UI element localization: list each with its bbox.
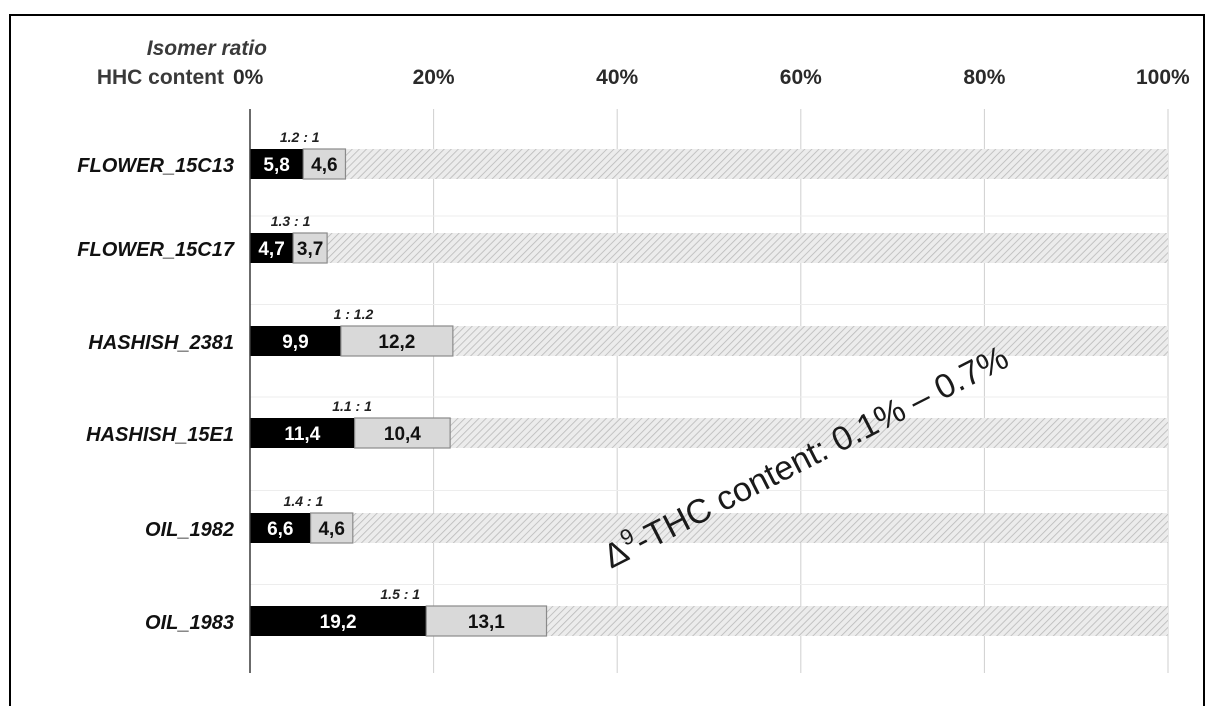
- category-label: OIL_1983: [145, 612, 234, 634]
- category-label: FLOWER_15C13: [77, 155, 234, 177]
- bar-series-2: [292, 232, 328, 264]
- isomer-ratio-label: 1.1 : 1: [332, 398, 372, 414]
- value-label-series-1: 4,7: [258, 239, 284, 260]
- bar-series-1: [250, 513, 311, 543]
- value-label-series-1: 6,6: [267, 519, 293, 540]
- isomer-ratio-label: 1.2 : 1: [280, 129, 320, 145]
- value-label-series-1: 19,2: [320, 612, 357, 633]
- bar-series-1: [250, 418, 355, 448]
- grid-layer: [250, 109, 1169, 673]
- x-tick-label: 20%: [413, 66, 455, 89]
- x-tick-label: 60%: [780, 66, 822, 89]
- value-label-series-2: 10,4: [384, 424, 421, 445]
- category-label: OIL_1982: [145, 519, 234, 541]
- category-label: FLOWER_15C17: [77, 239, 235, 261]
- chart-svg: Isomer ratio HHC content 0% 20% 40% 60% 80% 1…: [77, 37, 1190, 673]
- bar-series-2: [302, 148, 347, 180]
- x-tick-label: 100%: [1136, 66, 1190, 89]
- value-label-series-2: 13,1: [468, 612, 505, 633]
- chart-frame: Isomer ratio HHC content 0% 20% 40% 60% 80% 1…: [9, 14, 1205, 706]
- hhc-content-header: HHC content: [97, 66, 224, 89]
- bar-series-2: [340, 325, 454, 357]
- value-label-series-2: 4,6: [311, 155, 337, 176]
- isomer-ratio-header: Isomer ratio: [147, 37, 267, 60]
- isomer-ratio-label: 1 : 1.2: [334, 306, 374, 322]
- remainder-bar: [546, 606, 1168, 636]
- category-label: HASHISH_15E1: [86, 424, 234, 446]
- labels-layer: 0% 20% 40% 60% 80% 100% 5,8 4,6 1.2 : 1 FLOWER_15…: [77, 66, 1190, 634]
- value-label-series-2: 4,6: [318, 519, 344, 540]
- remainder-layer: [327, 149, 1168, 636]
- value-label-series-1: 5,8: [263, 155, 289, 176]
- remainder-bar: [352, 513, 1168, 543]
- value-label-series-1: 9,9: [282, 332, 308, 353]
- bar-series-1: [250, 606, 427, 636]
- x-tick-label: 40%: [596, 66, 638, 89]
- value-label-series-2: 3,7: [297, 239, 323, 260]
- remainder-bar: [450, 418, 1168, 448]
- value-label-series-1: 11,4: [284, 424, 320, 445]
- category-label: HASHISH_2381: [88, 332, 234, 354]
- x-tick-label: 80%: [963, 66, 1005, 89]
- bar-series-2: [354, 417, 451, 449]
- bar-series-1: [250, 326, 341, 356]
- remainder-bar: [452, 326, 1168, 356]
- bar-series-1: [250, 149, 304, 179]
- isomer-ratio-label: 1.3 : 1: [271, 213, 311, 229]
- isomer-ratio-label: 1.4 : 1: [284, 493, 324, 509]
- bar-series-2: [425, 605, 548, 637]
- value-label-series-2: 12,2: [378, 332, 415, 353]
- remainder-bar: [327, 233, 1168, 263]
- remainder-bar: [345, 149, 1168, 179]
- bar-series-1: [250, 233, 294, 263]
- isomer-ratio-label: 1.5 : 1: [380, 586, 420, 602]
- x-tick-label: 0%: [233, 66, 264, 89]
- bar-series-2: [309, 512, 354, 544]
- bars-layer: [250, 148, 548, 637]
